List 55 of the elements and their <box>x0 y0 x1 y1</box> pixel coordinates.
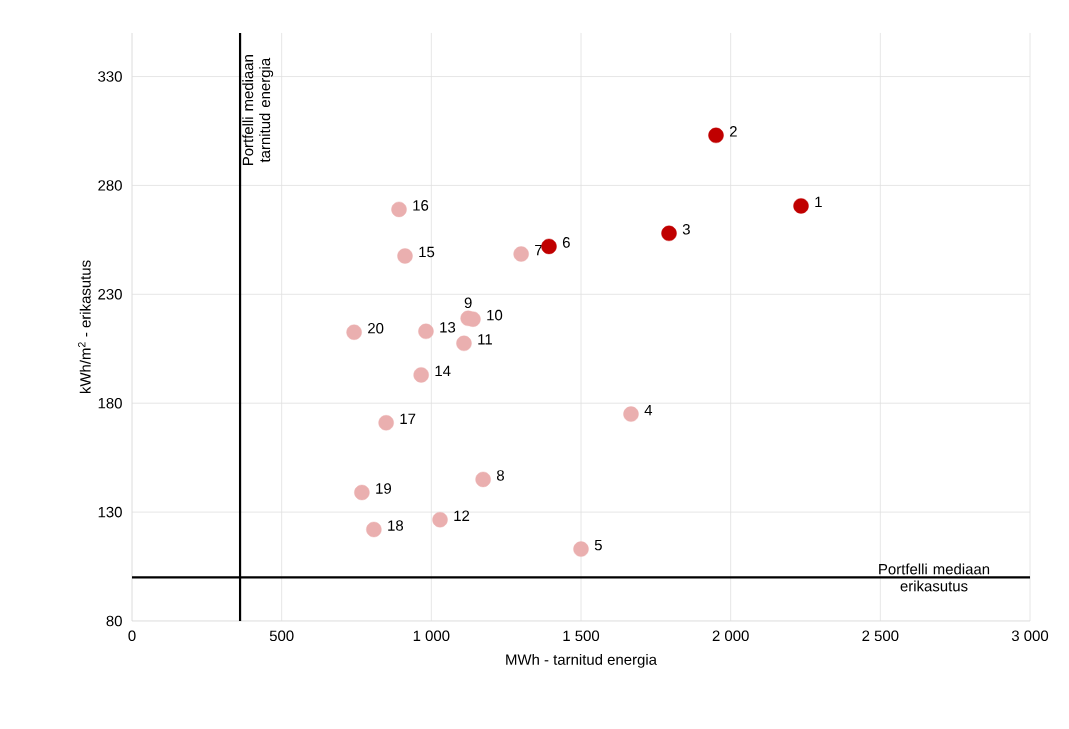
x-axis-title: MWh - tarnitud energia <box>506 653 657 668</box>
annotation: 4 <box>644 404 653 416</box>
y-axis-title: kWh/m$^{2}$ - erikasutus <box>78 260 91 394</box>
point <box>661 225 677 242</box>
point <box>413 367 429 383</box>
x-tick-label: 1 500 <box>563 630 600 642</box>
y-tick-label: 80 <box>106 615 122 627</box>
y-tick-label: 280 <box>98 180 122 191</box>
point <box>793 198 809 214</box>
annotation: 8 <box>496 470 504 481</box>
annotation: 1 <box>815 196 822 208</box>
point <box>541 238 557 255</box>
point <box>366 521 382 538</box>
annotation: 19 <box>376 483 391 494</box>
x-tick-label: 500 <box>269 630 294 642</box>
annotation: 7 <box>535 244 542 256</box>
ref-line-label: Portfelli mediaan erikasutus <box>879 563 990 592</box>
y-tick-label: 230 <box>98 289 122 300</box>
x-tick-label: 2 500 <box>862 630 899 642</box>
point <box>475 471 491 488</box>
annotation: 9 <box>464 297 472 309</box>
point <box>623 406 639 422</box>
point <box>378 415 394 431</box>
annotation: 20 <box>368 322 384 334</box>
point <box>354 484 370 501</box>
y-tick-label: 180 <box>98 397 122 409</box>
annotation: 6 <box>562 237 570 248</box>
point <box>418 323 434 340</box>
point <box>513 246 529 262</box>
annotation: 11 <box>478 334 492 345</box>
point <box>432 512 448 528</box>
y-tick-label: 130 <box>98 506 122 518</box>
annotation: 5 <box>594 539 602 551</box>
point <box>708 127 724 144</box>
annotation: 13 <box>440 322 456 333</box>
annotation: 15 <box>419 246 435 258</box>
annotation: 17 <box>400 413 416 424</box>
annotation: 14 <box>435 365 451 377</box>
annotation: 18 <box>388 520 404 531</box>
x-tick-label: 3 000 <box>1011 630 1049 642</box>
point <box>391 201 407 218</box>
annotation: 3 <box>682 224 690 235</box>
ref-line-label: Portfelli mediaan tarnitud energia <box>242 55 274 166</box>
x-tick-label: 2 000 <box>712 630 749 642</box>
point <box>573 541 589 557</box>
point <box>397 248 413 264</box>
point <box>346 324 362 340</box>
annotation: 12 <box>454 510 470 521</box>
x-tick-label: 0 <box>128 630 136 642</box>
annotation: 2 <box>729 126 737 137</box>
point <box>456 335 472 352</box>
annotation: 10 <box>487 309 503 321</box>
annotation: 16 <box>413 200 429 211</box>
x-tick-label: 1 000 <box>413 630 450 642</box>
y-tick-label: 330 <box>98 71 122 82</box>
